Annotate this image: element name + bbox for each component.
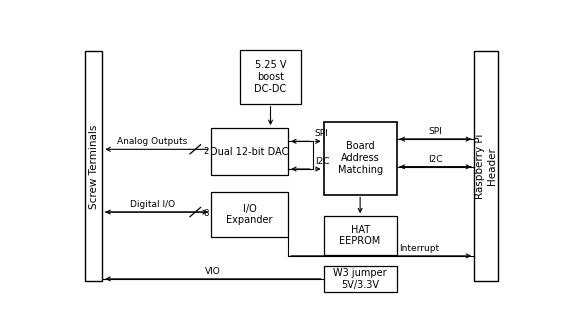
- Text: Dual 12-bit DAC: Dual 12-bit DAC: [210, 147, 289, 157]
- Text: VIO: VIO: [205, 267, 221, 276]
- Text: 8: 8: [203, 209, 208, 218]
- Text: SPI: SPI: [428, 127, 442, 136]
- FancyBboxPatch shape: [324, 266, 397, 291]
- FancyBboxPatch shape: [324, 122, 397, 195]
- Text: W3 jumper
5V/3.3V: W3 jumper 5V/3.3V: [333, 268, 387, 290]
- Text: Board
Address
Matching: Board Address Matching: [337, 141, 383, 175]
- FancyBboxPatch shape: [324, 216, 397, 255]
- Text: I/O
Expander: I/O Expander: [226, 204, 273, 225]
- Text: Screw Terminals: Screw Terminals: [89, 124, 99, 208]
- FancyBboxPatch shape: [211, 192, 288, 237]
- FancyBboxPatch shape: [474, 51, 498, 282]
- Text: 5.25 V
boost
DC-DC: 5.25 V boost DC-DC: [255, 60, 287, 94]
- FancyBboxPatch shape: [85, 51, 102, 282]
- Text: I2C: I2C: [428, 155, 443, 164]
- Text: 2: 2: [203, 147, 208, 156]
- Text: Interrupt: Interrupt: [399, 244, 439, 253]
- FancyBboxPatch shape: [211, 128, 288, 175]
- Text: HAT
EEPROM: HAT EEPROM: [340, 225, 381, 246]
- Text: Analog Outputs: Analog Outputs: [117, 137, 187, 146]
- Text: SPI: SPI: [315, 129, 328, 138]
- Text: Raspberry Pi
Header: Raspberry Pi Header: [476, 134, 497, 199]
- Text: Digital I/O: Digital I/O: [130, 200, 175, 209]
- FancyBboxPatch shape: [240, 50, 301, 104]
- Text: I2C: I2C: [315, 157, 329, 166]
